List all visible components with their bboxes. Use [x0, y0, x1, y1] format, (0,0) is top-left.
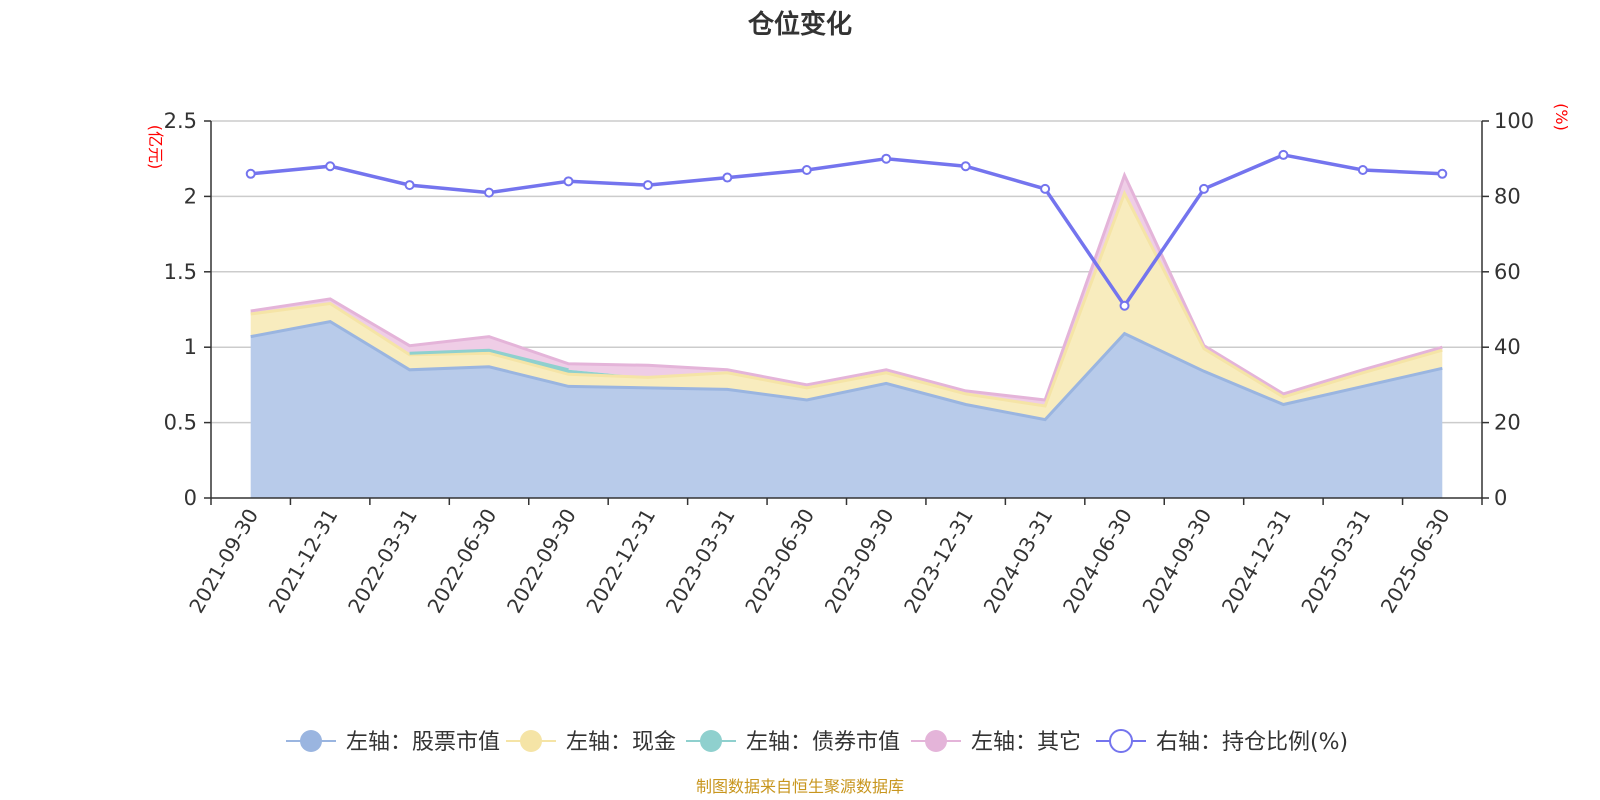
ratio-point [1278, 149, 1289, 160]
left-axis-tick-label: 2 [184, 184, 197, 208]
right-axis-tick-label: 60 [1494, 260, 1521, 284]
cash-area [250, 193, 1443, 420]
ratio-point [960, 161, 971, 172]
x-axis-tick-label: 2023-12-31 [899, 505, 978, 618]
ratio-point [1198, 183, 1209, 194]
legend-marker [700, 730, 722, 752]
x-axis-tick-label: 2022-03-31 [343, 505, 422, 618]
ratio-point [484, 187, 495, 198]
left-axis-tick-label: 0 [184, 486, 197, 510]
ratio-point [801, 165, 812, 176]
stacked-areas [250, 171, 1443, 498]
ratio-point [1040, 183, 1051, 194]
x-axis-tick-label: 2023-06-30 [740, 505, 819, 618]
legend-label: 右轴：持仓比例(%) [1156, 730, 1348, 755]
legend-marker [1109, 729, 1133, 753]
ratio-line-series [245, 149, 1448, 311]
ratio-point [325, 161, 336, 172]
left-axis-tick-label: 0.5 [164, 411, 197, 435]
left-axis-tick-label: 2.5 [164, 109, 197, 133]
ratio-point [563, 176, 574, 187]
x-axis-tick-label: 2025-06-30 [1376, 505, 1455, 618]
stock-area [250, 321, 1443, 498]
legend-label: 左轴：债券市值 [746, 730, 900, 755]
right-axis-unit: (%) [1552, 103, 1571, 131]
right-axis-tick-label: 100 [1494, 109, 1534, 133]
legend-label: 左轴：股票市值 [346, 730, 500, 755]
legend-label: 左轴：现金 [566, 730, 676, 755]
right-axis-tick-label: 40 [1494, 335, 1521, 359]
ratio-point [722, 172, 733, 183]
x-axis-tick-label: 2024-03-31 [979, 505, 1058, 618]
ratio-point [245, 168, 256, 179]
ratio-point [1119, 300, 1130, 311]
legend-marker [925, 730, 947, 752]
x-axis-tick-label: 2021-09-30 [184, 505, 263, 618]
right-axis-tick-label: 0 [1494, 486, 1507, 510]
x-axis-tick-label: 2023-03-31 [661, 505, 740, 618]
x-axis-tick-label: 2021-12-31 [264, 505, 343, 618]
x-axis-tick-label: 2022-09-30 [502, 505, 581, 618]
other-line [250, 171, 1443, 402]
bond-line [409, 348, 569, 372]
x-axis-tick-label: 2024-06-30 [1058, 505, 1137, 618]
cash-line [250, 189, 1443, 408]
chart-title: 仓位变化 [747, 9, 852, 40]
legend-marker [300, 730, 322, 752]
ratio-point [404, 180, 415, 191]
x-axis-tick-label: 2022-06-30 [422, 505, 501, 618]
ratio-line [250, 153, 1443, 309]
left-axis-unit: (亿元) [146, 125, 165, 170]
ratio-point [1357, 165, 1368, 176]
left-axis-tick-label: 1.5 [164, 260, 197, 284]
legend-marker [520, 730, 542, 752]
right-axis-tick-label: 20 [1494, 411, 1521, 435]
stock-line [250, 320, 1443, 422]
ratio-point [1437, 168, 1448, 179]
x-axis-tick-label: 2024-12-31 [1217, 505, 1296, 618]
legend-label: 左轴：其它 [971, 730, 1081, 755]
right-axis-tick-label: 80 [1494, 184, 1521, 208]
x-axis-tick-label: 2023-09-30 [820, 505, 899, 618]
x-axis-tick-label: 2024-09-30 [1137, 505, 1216, 618]
ratio-point [642, 180, 653, 191]
legend: 左轴：股票市值 左轴：现金 左轴：债券市值 左轴：其它 右轴：持仓比例(%) [286, 729, 1348, 755]
x-axis-tick-label: 2022-12-31 [581, 505, 660, 618]
ratio-point [881, 153, 892, 164]
x-axis-tick-label: 2025-03-31 [1296, 505, 1375, 618]
left-axis-tick-label: 1 [184, 335, 197, 359]
data-source-note: 制图数据来自恒生聚源数据库 [696, 777, 904, 796]
